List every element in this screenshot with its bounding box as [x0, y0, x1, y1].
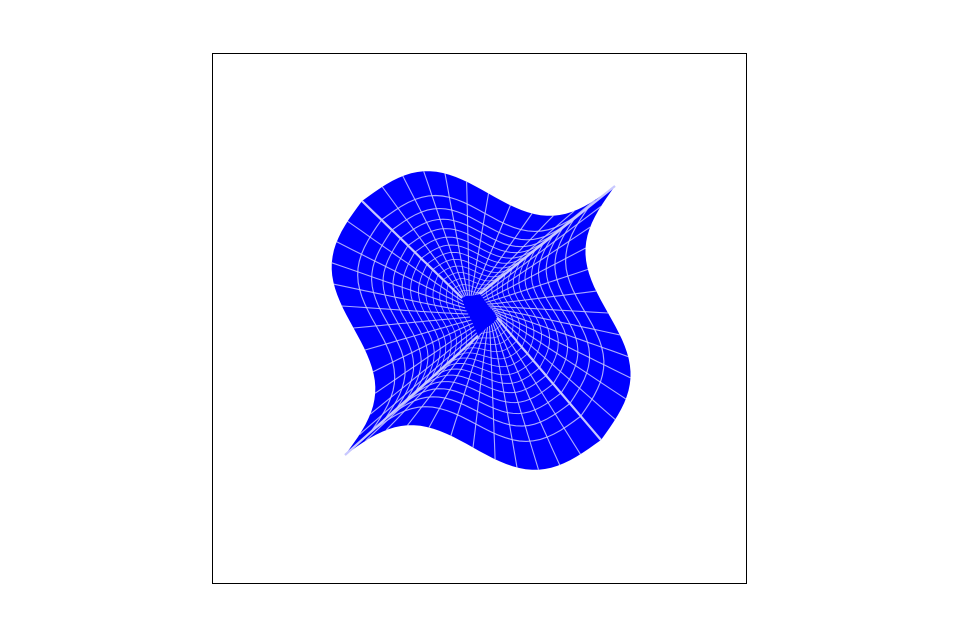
mesh-radial-line [372, 322, 474, 373]
mesh-radial-line [488, 325, 496, 460]
mesh-radial-line [466, 181, 470, 296]
mesh-radial-line [490, 324, 518, 468]
mesh-radial-line [486, 290, 597, 305]
mesh-radial-line [353, 316, 471, 329]
mesh-radial-line [347, 220, 464, 302]
mesh-radial-line [472, 326, 489, 448]
mesh-center [462, 294, 497, 336]
mesh-radial-line [381, 186, 464, 298]
mesh-radial-line [488, 305, 609, 314]
mesh-radial-line [369, 328, 477, 415]
mesh-radial-line [428, 329, 485, 428]
mesh-radial-line [364, 319, 472, 351]
mesh-radial-line [495, 315, 616, 420]
mesh-radial-line [336, 241, 465, 306]
mesh-radial-line [473, 213, 533, 297]
mesh-radial-line [472, 204, 511, 297]
mesh-radial-line [476, 210, 575, 296]
mesh-radial-line [423, 171, 467, 297]
mesh-radial-line [484, 268, 589, 304]
mesh-radial-line [402, 175, 466, 297]
mesh-radial-line [495, 319, 581, 455]
mesh-radial-line [374, 325, 476, 394]
mesh-radial-line [490, 307, 620, 336]
mesh-radial-line [470, 193, 490, 297]
mesh-radial-line [331, 262, 466, 309]
mesh-gridlines [331, 171, 631, 470]
mesh-radial-line [444, 173, 469, 296]
mesh-radial-line [493, 310, 631, 379]
mesh-diagonal-line [479, 185, 616, 295]
mesh-radial-line [333, 283, 467, 312]
mesh-radial-line [491, 308, 629, 358]
mesh-radial-line [480, 206, 602, 297]
mesh-radial-line [483, 247, 586, 302]
mesh-radial-line [359, 332, 478, 436]
mesh-radial-line [493, 321, 561, 466]
mesh-radial-line [361, 200, 463, 299]
mesh-radial-line [492, 322, 540, 470]
mesh-diagonal-line [496, 317, 602, 441]
mesh-radial-line [481, 226, 591, 299]
mesh-radial-line [341, 305, 469, 315]
plot-frame [212, 53, 747, 584]
mesh-diagonal-line [344, 335, 479, 456]
mesh-radial-line [450, 327, 487, 436]
mesh-radial-line [494, 313, 627, 400]
mesh-radial-line [475, 215, 554, 297]
